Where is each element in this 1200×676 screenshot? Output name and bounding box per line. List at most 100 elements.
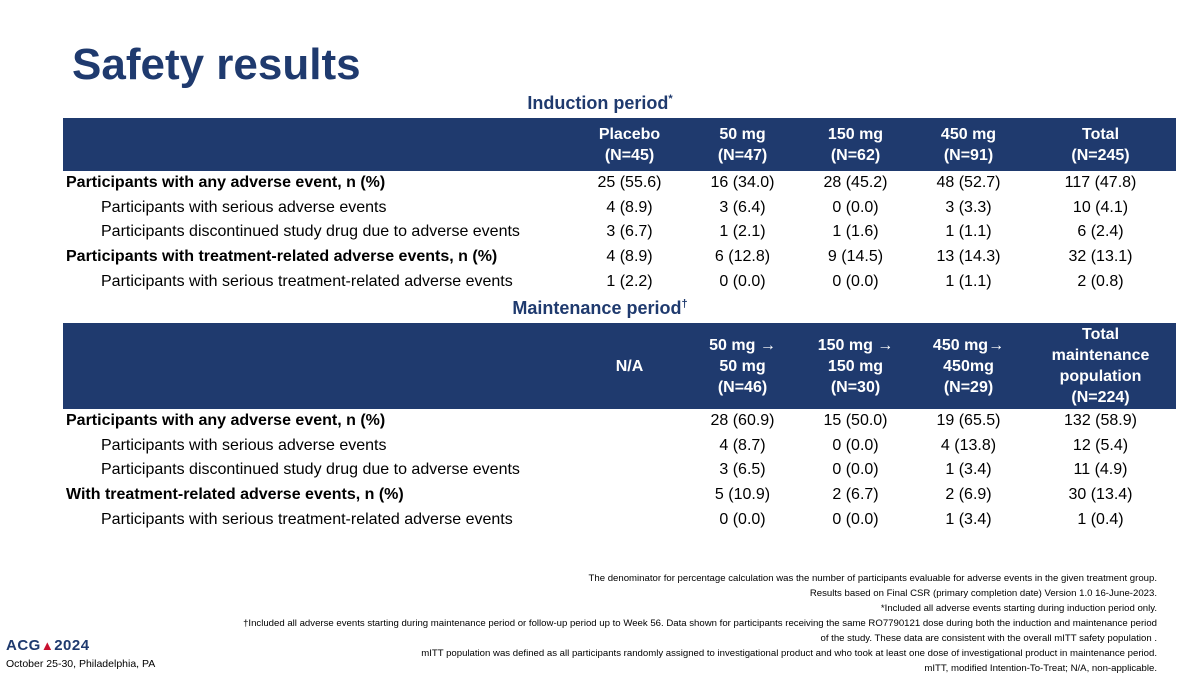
cell-value: 19 (65.5) [936, 412, 1001, 430]
row-label: Participants discontinued study drug due… [101, 461, 520, 479]
cell-value: 1 (1.1) [945, 223, 992, 241]
cell-value: 32 (13.1) [1068, 248, 1133, 266]
cell-value: 28 (45.2) [823, 174, 888, 192]
cell-value: 0 (0.0) [832, 198, 879, 216]
footnote: The denominator for percentage calculati… [588, 573, 1158, 584]
induction-title-text: Induction period [527, 93, 669, 113]
cell-value: 9 (14.5) [827, 248, 884, 266]
induction-header-total: Total (N=245) [1025, 118, 1176, 171]
maintenance-title-text: Maintenance period [512, 298, 682, 318]
footnote: *Included all adverse events starting du… [880, 603, 1157, 614]
induction-header-50mg: 50 mg (N=47) [686, 118, 799, 171]
cell-value [573, 409, 686, 434]
cell-value: 0 (0.0) [832, 510, 879, 528]
induction-title-mark: * [668, 93, 673, 105]
induction-header-450mg: 450 mg (N=91) [912, 118, 1025, 171]
row-label: Participants with any adverse event, n (… [66, 174, 386, 192]
induction-header-placebo: Placebo (N=45) [573, 118, 686, 171]
row-label: Participants discontinued study drug due… [101, 223, 520, 241]
maintenance-header-row: N/A 50 mg → 50 mg (N=46) 150 mg → 150 mg (N=… [63, 323, 1176, 409]
cell-value: 4 (8.9) [606, 248, 653, 266]
row-label: Participants with serious adverse events [101, 436, 387, 454]
table-row: Participants with any adverse event, n (… [63, 409, 1176, 434]
row-label: Participants with any adverse event, n (… [66, 412, 386, 430]
table-row: Participants discontinued study drug due… [63, 220, 1176, 245]
maintenance-section-title: Maintenance period† [63, 298, 1137, 319]
row-label: With treatment-related adverse events, n… [66, 486, 404, 504]
maintenance-header-450mg: 450 mg→ 450mg (N=29) [912, 323, 1025, 409]
cell-value: 13 (14.3) [936, 248, 1001, 266]
cell-value: 1 (3.4) [945, 461, 992, 479]
cell-value: 3 (6.5) [719, 461, 766, 479]
cell-value: 25 (55.6) [597, 174, 662, 192]
table-row: With treatment-related adverse events, n… [63, 483, 1176, 508]
cell-value: 2 (6.9) [945, 486, 992, 504]
cell-value: 1 (3.4) [945, 510, 992, 528]
cell-value: 4 (8.7) [719, 436, 766, 454]
cell-value: 6 (12.8) [714, 248, 771, 266]
table-row: Participants with any adverse event, n (… [63, 171, 1176, 196]
cell-value: 1 (1.1) [945, 272, 992, 290]
row-label: Participants with treatment-related adve… [66, 248, 498, 266]
cell-value: 10 (4.1) [1072, 198, 1129, 216]
cell-value: 0 (0.0) [832, 272, 879, 290]
cell-value: 5 (10.9) [714, 486, 771, 504]
table-row: Participants with serious treatment-rela… [63, 507, 1176, 532]
cell-value: 2 (0.8) [1077, 272, 1124, 290]
footnote: Results based on Final CSR (primary comp… [809, 588, 1157, 599]
cell-value: 3 (3.3) [945, 198, 992, 216]
maintenance-header-50mg: 50 mg → 50 mg (N=46) [686, 323, 799, 409]
maintenance-header-na: N/A [573, 323, 686, 409]
cell-value: 0 (0.0) [719, 510, 766, 528]
page-title: Safety results [72, 40, 361, 89]
table-row: Participants with treatment-related adve… [63, 245, 1176, 270]
acg-logo: ACG▲2024 [6, 637, 90, 654]
cell-value: 4 (13.8) [940, 436, 997, 454]
cell-value: 4 (8.9) [606, 198, 653, 216]
row-label: Participants with serious adverse events [101, 198, 387, 216]
cell-value: 1 (2.1) [719, 223, 766, 241]
cell-value: 16 (34.0) [710, 174, 775, 192]
maintenance-header-150mg: 150 mg → 150 mg (N=30) [799, 323, 912, 409]
cell-value: 0 (0.0) [832, 436, 879, 454]
maintenance-table: N/A 50 mg → 50 mg (N=46) 150 mg → 150 mg (N=… [63, 323, 1176, 532]
cell-value [573, 458, 686, 483]
logo-mark-icon: ▲ [40, 638, 55, 653]
row-label: Participants with serious treatment-rela… [101, 272, 513, 290]
cell-value: 0 (0.0) [832, 461, 879, 479]
table-row: Participants discontinued study drug due… [63, 458, 1176, 483]
cell-value [573, 483, 686, 508]
logo-year: 2024 [54, 637, 90, 654]
induction-table: Placebo (N=45) 50 mg (N=47) 150 mg (N=62) 4… [63, 118, 1176, 294]
cell-value: 12 (5.4) [1072, 436, 1129, 454]
footnotes: The denominator for percentage calculati… [243, 571, 1157, 676]
maintenance-header-total: Total maintenance population (N=224) [1025, 323, 1176, 409]
cell-value: 48 (52.7) [936, 174, 1001, 192]
cell-value: 1 (0.4) [1077, 510, 1124, 528]
induction-header-blank [63, 118, 573, 171]
cell-value: 3 (6.4) [719, 198, 766, 216]
footnote: mITT, modified Intention-To-Treat; N/A, … [924, 663, 1157, 674]
event-date: October 25-30, Philadelphia, PA [6, 658, 156, 670]
cell-value: 2 (6.7) [832, 486, 879, 504]
cell-value: 3 (6.7) [606, 223, 653, 241]
cell-value: 117 (47.8) [1064, 174, 1137, 192]
maintenance-header-blank [63, 323, 573, 409]
footnote: †Included all adverse events starting du… [243, 618, 1157, 629]
table-row: Participants with serious adverse events… [63, 196, 1176, 221]
footnote: mITT population was defined as all parti… [421, 648, 1157, 659]
induction-section-title: Induction period* [63, 93, 1137, 114]
cell-value: 0 (0.0) [719, 272, 766, 290]
cell-value: 15 (50.0) [823, 412, 888, 430]
table-row: Participants with serious treatment-rela… [63, 269, 1176, 294]
cell-value [573, 507, 686, 532]
maintenance-title-mark: † [681, 298, 688, 310]
logo-prefix: ACG [6, 637, 41, 654]
cell-value: 1 (1.6) [832, 223, 879, 241]
table-row: Participants with serious adverse events… [63, 434, 1176, 459]
induction-header-row: Placebo (N=45) 50 mg (N=47) 150 mg (N=62) 4… [63, 118, 1176, 171]
induction-header-150mg: 150 mg (N=62) [799, 118, 912, 171]
row-label: Participants with serious treatment-rela… [101, 510, 513, 528]
cell-value: 132 (58.9) [1064, 412, 1137, 430]
cell-value: 28 (60.9) [710, 412, 775, 430]
